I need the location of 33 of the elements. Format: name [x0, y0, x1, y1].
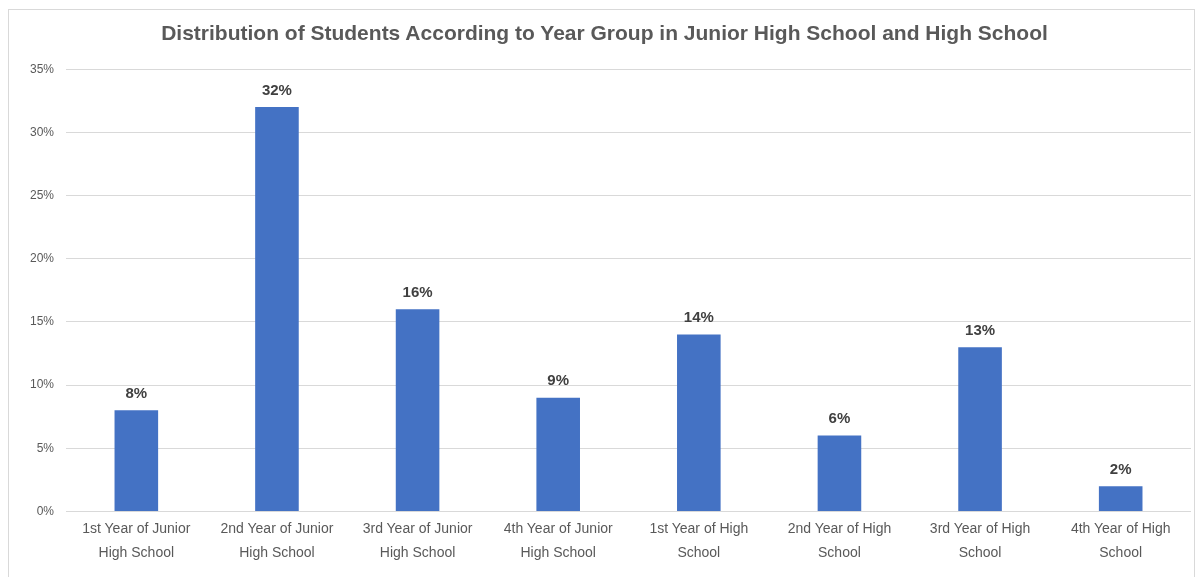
- x-tick-label: 4th Year of Junior High School: [503, 520, 614, 560]
- x-tick-label: 4th Year of High School: [1070, 520, 1171, 560]
- bar: [536, 397, 580, 511]
- y-tick-label: 35%: [29, 61, 55, 76]
- data-label: 6%: [828, 409, 851, 427]
- y-tick-label: 25%: [29, 187, 55, 202]
- data-label: 2%: [1109, 459, 1132, 477]
- bar: [677, 334, 721, 511]
- y-tick-label: 15%: [29, 314, 55, 329]
- x-tick-label: 2nd Year of High School: [787, 520, 892, 560]
- y-tick-label: 10%: [29, 377, 55, 392]
- data-label: 13%: [965, 320, 996, 338]
- data-label: 32%: [261, 80, 292, 98]
- y-tick-label: 20%: [29, 251, 55, 266]
- y-tick-label: 5%: [36, 440, 55, 455]
- bar: [1098, 486, 1143, 511]
- bar: [114, 410, 159, 511]
- bar: [395, 309, 440, 511]
- y-tick-label: 30%: [29, 124, 55, 139]
- data-label: 14%: [683, 308, 714, 326]
- data-label: 8%: [125, 383, 148, 401]
- bar: [958, 347, 1002, 511]
- x-tick-label: 3rd Year of Junior High School: [362, 520, 473, 560]
- data-label: 9%: [547, 371, 570, 389]
- bar: [817, 435, 862, 511]
- bar: [255, 107, 299, 511]
- data-label: 16%: [402, 282, 433, 300]
- x-tick-label: 3rd Year of High School: [929, 520, 1031, 560]
- x-tick-label: 1st Year of High School: [649, 520, 749, 560]
- x-tick-label: 2nd Year of Junior High School: [220, 520, 334, 560]
- chart-title: Distribution of Students According to Year Group in Junior High School and High School: [161, 21, 1048, 45]
- x-tick-label: 1st Year of Junior High School: [82, 520, 191, 560]
- y-tick-label: 0%: [36, 503, 55, 518]
